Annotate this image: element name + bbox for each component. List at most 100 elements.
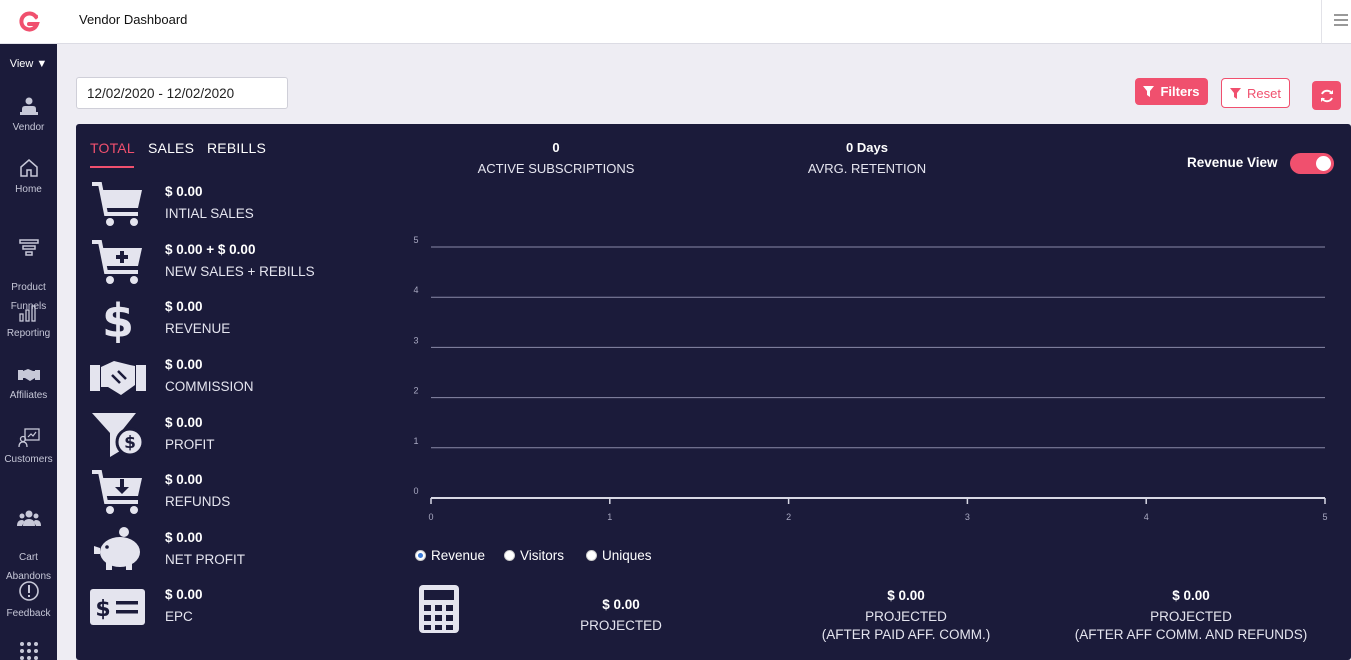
- hamburger-menu-icon[interactable]: [1334, 14, 1348, 26]
- calculator-icon: [419, 585, 459, 633]
- dollar-icon: $: [102, 295, 134, 343]
- metric-label: INTIAL SALES: [165, 206, 254, 221]
- sidebar-item-label: Affiliates: [9, 390, 48, 401]
- projection-label-sub: (AFTER PAID AFF. COMM.): [821, 627, 991, 642]
- sidebar-item-vendor[interactable]: Vendor: [0, 96, 57, 137]
- sidebar-item-feedback[interactable]: Feedback: [0, 580, 57, 623]
- metric-net-profit: $ 0.00 NET PROFIT: [90, 526, 420, 576]
- x-tick-label: 0: [428, 512, 433, 522]
- refresh-icon: [1320, 89, 1333, 102]
- metric-label: NEW SALES + REBILLS: [165, 264, 315, 279]
- logo[interactable]: [0, 0, 57, 44]
- home-icon: [19, 159, 38, 177]
- metric-revenue: $ $ 0.00 REVENUE: [90, 295, 420, 345]
- x-tick-label: 1: [607, 512, 612, 522]
- x-tick-label: 3: [965, 512, 970, 522]
- sidebar-item-label: Reporting: [6, 328, 51, 339]
- toggle-knob: [1316, 156, 1331, 171]
- feedback-icon: [18, 581, 39, 601]
- metric-new-sales-rebills: $ 0.00 + $ 0.00 NEW SALES + REBILLS: [90, 238, 420, 288]
- svg-text:$: $: [95, 597, 110, 622]
- metric-value: $ 0.00 + $ 0.00: [165, 242, 256, 257]
- metric-label: REFUNDS: [165, 494, 231, 509]
- sidebar-item-label: Feedback: [6, 608, 51, 619]
- x-tick-label: 5: [1322, 512, 1327, 522]
- svg-text:$: $: [102, 295, 134, 343]
- metric-label: COMMISSION: [165, 379, 254, 394]
- bar-chart-icon: [18, 305, 36, 322]
- chart-option-uniques[interactable]: Uniques: [586, 548, 652, 563]
- filter-icon: [1230, 87, 1242, 99]
- metric-value: $ 0.00: [165, 184, 203, 199]
- page-title: Vendor Dashboard: [79, 12, 188, 27]
- customers-icon: [17, 428, 40, 448]
- metric-label: EPC: [165, 609, 193, 624]
- cart-plus-icon: [92, 240, 142, 284]
- tab-rebills[interactable]: REBILLS: [207, 140, 266, 156]
- metric-value: $ 0.00: [165, 530, 203, 545]
- piggy-bank-icon: [94, 527, 140, 570]
- projection-label-main: PROJECTED: [865, 609, 947, 624]
- radio-uniques[interactable]: [586, 550, 597, 561]
- refresh-button[interactable]: [1312, 81, 1341, 110]
- grid-icon: [19, 642, 38, 660]
- funnel-icon: [18, 239, 39, 256]
- reset-button[interactable]: Reset: [1221, 78, 1290, 108]
- y-tick-label: 5: [413, 235, 418, 245]
- projection-label-sub: (AFTER AFF COMM. AND REFUNDS): [1074, 627, 1308, 642]
- chart-option-visitors[interactable]: Visitors: [504, 548, 564, 563]
- tab-underline: [90, 166, 134, 168]
- tab-total[interactable]: TOTAL: [90, 140, 135, 156]
- topbar: Vendor Dashboard: [57, 0, 1351, 44]
- reset-label: Reset: [1247, 85, 1281, 101]
- projection-label: PROJECTED (AFTER AFF COMM. AND REFUNDS): [1066, 608, 1316, 644]
- filters-button[interactable]: Filters: [1135, 78, 1208, 105]
- sidebar-item-affiliates[interactable]: Affiliates: [0, 366, 57, 405]
- y-tick-label: 1: [413, 436, 418, 446]
- metric-label: PROFIT: [165, 437, 215, 452]
- tab-sales[interactable]: SALES: [148, 140, 195, 156]
- metric-epc: $ $ 0.00 EPC: [90, 583, 420, 633]
- metric-commission: $ 0.00 COMMISSION: [90, 353, 420, 403]
- handshake-icon: [90, 361, 146, 395]
- vendor-icon: [19, 97, 38, 115]
- handshake-icon: [17, 369, 40, 381]
- projection-value: $ 0.00: [1172, 588, 1210, 603]
- stat-label: ACTIVE SUBSCRIPTIONS: [477, 161, 635, 176]
- radio-revenue[interactable]: [415, 550, 426, 561]
- users-icon: [16, 510, 41, 526]
- projection-label-main: PROJECTED: [1150, 609, 1232, 624]
- sidebar-item-reporting[interactable]: Reporting: [0, 304, 57, 343]
- projection-1: $ 0.00 PROJECTED: [546, 597, 696, 635]
- sidebar-item-label: Home: [15, 184, 42, 195]
- stat-label: AVRG. RETENTION: [807, 161, 927, 176]
- chart-option-revenue[interactable]: Revenue: [415, 548, 485, 563]
- sidebar-item-cart-abandons[interactable]: Cart Abandons: [0, 490, 57, 586]
- sidebar-item-label: Customers: [4, 454, 53, 465]
- date-range-input[interactable]: [76, 77, 288, 109]
- metric-initial-sales: $ 0.00 INTIAL SALES: [90, 180, 420, 230]
- svg-text:$: $: [124, 433, 136, 453]
- projection-3: $ 0.00 PROJECTED (AFTER AFF COMM. AND RE…: [1066, 588, 1316, 644]
- sidebar-item-apps[interactable]: [0, 640, 57, 660]
- view-dropdown[interactable]: View ▼: [9, 58, 48, 70]
- stat-value: 0: [552, 140, 560, 155]
- filters-label: Filters: [1160, 84, 1200, 99]
- filter-icon: [1143, 86, 1155, 97]
- radio-label: Visitors: [520, 548, 565, 563]
- revenue-view-toggle[interactable]: [1290, 153, 1334, 174]
- sidebar-item-product-funnels[interactable]: Product Funnels: [0, 220, 57, 316]
- metric-value: $ 0.00: [165, 357, 203, 372]
- sidebar-item-home[interactable]: Home: [0, 158, 57, 199]
- y-tick-label: 4: [413, 285, 418, 295]
- radio-visitors[interactable]: [504, 550, 515, 561]
- metric-value: $ 0.00: [165, 299, 203, 314]
- stat-value: 0 Days: [846, 140, 888, 155]
- x-tick-label: 4: [1144, 512, 1149, 522]
- revenue-view-label: Revenue View: [1187, 155, 1278, 170]
- projection-2: $ 0.00 PROJECTED (AFTER PAID AFF. COMM.): [796, 588, 1016, 644]
- y-tick-label: 0: [413, 486, 418, 496]
- topbar-divider: [1321, 0, 1322, 44]
- sidebar-item-customers[interactable]: Customers: [0, 428, 57, 469]
- avg-retention-stat: 0 Days AVRG. RETENTION: [786, 140, 948, 176]
